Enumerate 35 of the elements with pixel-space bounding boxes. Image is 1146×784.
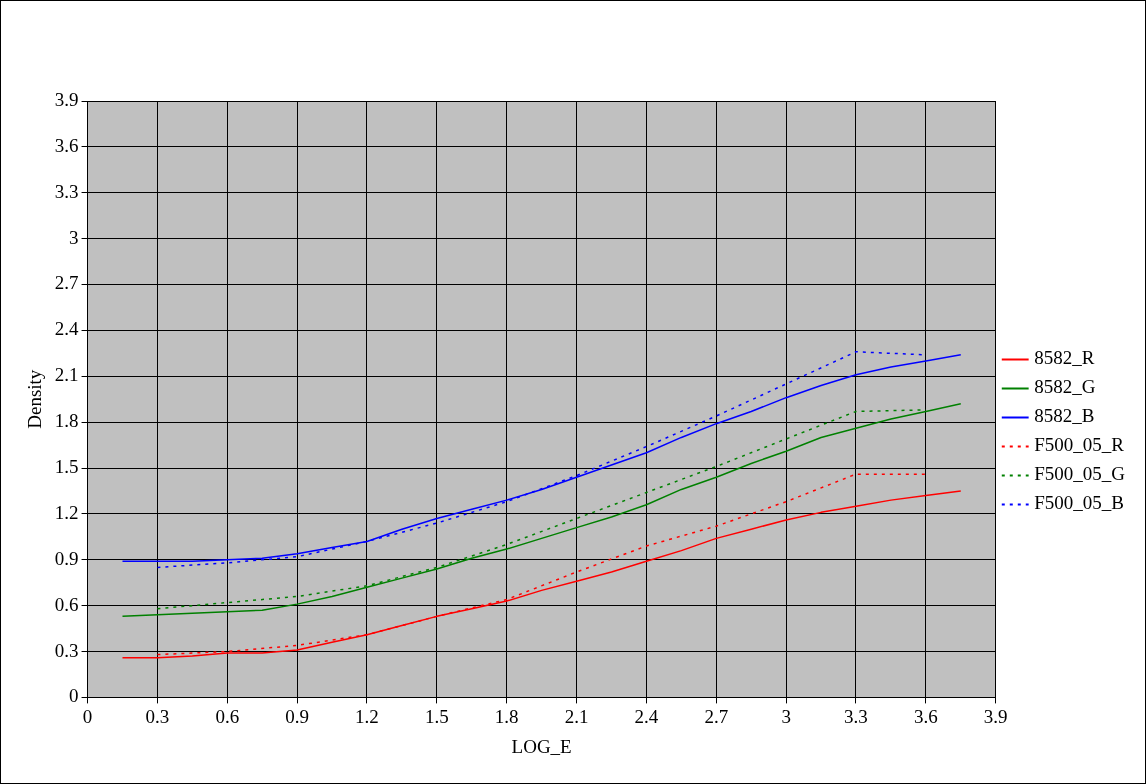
y-tick-label: 3.6 xyxy=(54,134,79,156)
y-tick-label: 1.5 xyxy=(54,456,79,477)
x-tick-label: 0.6 xyxy=(215,705,240,727)
y-tick-label: 3.3 xyxy=(54,180,79,202)
y-tick-label: 2.7 xyxy=(54,272,79,294)
y-tick-label: 0.6 xyxy=(54,593,79,615)
y-tick-label: 1.2 xyxy=(54,501,79,523)
legend-label: 8582_B xyxy=(1034,405,1095,427)
y-axis-title: Density xyxy=(24,369,46,429)
x-tick-label: 3.9 xyxy=(983,705,1008,727)
x-tick-label: 0.9 xyxy=(285,705,309,727)
x-tick-label: 1.2 xyxy=(355,705,379,727)
x-tick-label: 3.6 xyxy=(913,705,938,727)
y-tick-label: 2.4 xyxy=(54,318,80,340)
legend-label: 8582_R xyxy=(1034,347,1095,369)
y-tick-label: 0.3 xyxy=(54,639,79,661)
x-tick-label: 0.3 xyxy=(145,705,170,727)
y-tick-label: 1.8 xyxy=(54,410,79,432)
legend-label: F500_05_R xyxy=(1034,434,1125,456)
x-tick-label: 3 xyxy=(781,705,791,727)
x-tick-label: 1.8 xyxy=(494,705,519,727)
legend-label: 8582_G xyxy=(1034,376,1096,398)
x-tick-label: 3.3 xyxy=(844,705,868,727)
x-tick-label: 2.1 xyxy=(564,705,589,727)
y-tick-label: 0 xyxy=(69,685,79,707)
y-tick-label: 3 xyxy=(69,226,79,248)
y-tick-label: 0.9 xyxy=(54,547,79,569)
legend-label: F500_05_B xyxy=(1034,492,1124,514)
legend-label: F500_05_G xyxy=(1034,463,1126,485)
x-tick-label: 1.5 xyxy=(424,705,449,727)
y-tick-label: 3.9 xyxy=(54,88,79,110)
x-tick-label: 2.4 xyxy=(634,705,659,727)
y-tick-label: 2.1 xyxy=(54,364,79,386)
x-axis-title: LOG_E xyxy=(511,735,572,757)
x-tick-label: 2.7 xyxy=(704,705,729,727)
